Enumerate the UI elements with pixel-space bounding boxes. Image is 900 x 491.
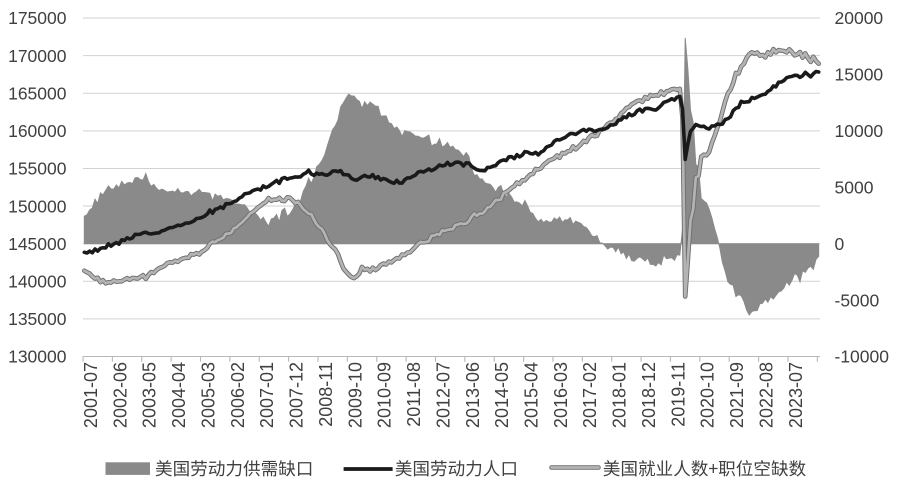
svg-text:2001-07: 2001-07	[81, 362, 101, 428]
svg-text:2023-07: 2023-07	[786, 362, 806, 428]
svg-text:2022-08: 2022-08	[756, 362, 776, 428]
svg-text:2007-01: 2007-01	[257, 362, 277, 428]
svg-text:2010-09: 2010-09	[375, 362, 395, 428]
svg-text:150000: 150000	[8, 196, 67, 216]
svg-text:20000: 20000	[835, 8, 884, 28]
svg-text:2007-12: 2007-12	[287, 362, 307, 428]
svg-text:175000: 175000	[8, 8, 67, 28]
svg-text:2004-04: 2004-04	[169, 362, 189, 428]
svg-text:-5000: -5000	[835, 290, 880, 310]
svg-text:170000: 170000	[8, 46, 67, 66]
svg-text:145000: 145000	[8, 234, 67, 254]
svg-text:2006-02: 2006-02	[228, 362, 248, 428]
svg-text:165000: 165000	[8, 83, 67, 103]
svg-text:0: 0	[835, 234, 845, 254]
svg-text:155000: 155000	[8, 159, 67, 179]
svg-text:2002-06: 2002-06	[110, 362, 130, 428]
svg-text:2009-10: 2009-10	[345, 362, 365, 428]
svg-text:160000: 160000	[8, 121, 67, 141]
svg-text:2018-12: 2018-12	[639, 362, 659, 428]
svg-text:5000: 5000	[835, 177, 874, 197]
svg-text:2003-05: 2003-05	[140, 362, 160, 428]
svg-text:-10000: -10000	[835, 347, 890, 367]
svg-text:2012-07: 2012-07	[433, 362, 453, 428]
svg-text:2017-02: 2017-02	[580, 362, 600, 428]
svg-text:135000: 135000	[8, 309, 67, 329]
svg-text:2015-04: 2015-04	[522, 362, 542, 428]
svg-text:10000: 10000	[835, 121, 884, 141]
svg-text:2013-06: 2013-06	[463, 362, 483, 428]
svg-text:140000: 140000	[8, 271, 67, 291]
svg-text:2019-11: 2019-11	[668, 362, 688, 427]
svg-text:2021-09: 2021-09	[727, 362, 747, 428]
svg-text:130000: 130000	[8, 347, 67, 367]
svg-text:15000: 15000	[835, 65, 884, 85]
svg-text:2005-03: 2005-03	[198, 362, 218, 428]
svg-text:2020-10: 2020-10	[698, 362, 718, 428]
svg-text:2018-01: 2018-01	[610, 362, 630, 428]
svg-text:2014-05: 2014-05	[492, 362, 512, 428]
svg-text:2016-03: 2016-03	[551, 362, 571, 428]
svg-text:2011-08: 2011-08	[404, 362, 424, 427]
svg-text:2008-11: 2008-11	[316, 362, 336, 427]
